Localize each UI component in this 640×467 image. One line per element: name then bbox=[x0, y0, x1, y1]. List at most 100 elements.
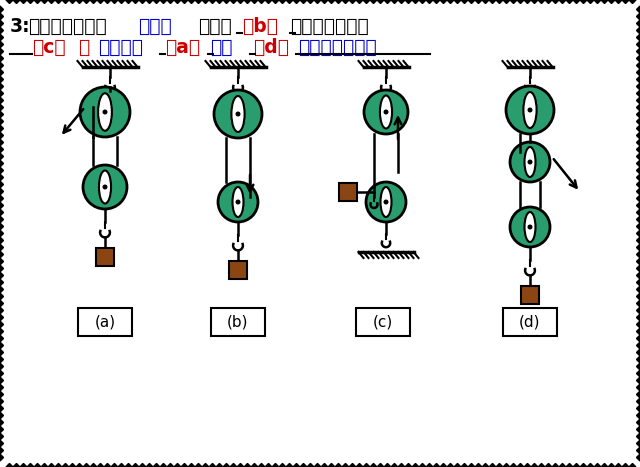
Text: 如图所示的四个: 如图所示的四个 bbox=[28, 16, 107, 35]
Polygon shape bbox=[139, 464, 146, 467]
Polygon shape bbox=[34, 464, 41, 467]
Polygon shape bbox=[55, 464, 62, 467]
Polygon shape bbox=[637, 181, 640, 188]
Polygon shape bbox=[97, 0, 104, 3]
Polygon shape bbox=[118, 0, 125, 3]
FancyBboxPatch shape bbox=[78, 308, 132, 336]
Polygon shape bbox=[0, 27, 3, 34]
Polygon shape bbox=[0, 286, 3, 293]
Polygon shape bbox=[202, 0, 209, 3]
Polygon shape bbox=[272, 464, 279, 467]
Polygon shape bbox=[370, 464, 377, 467]
Polygon shape bbox=[615, 0, 622, 3]
Polygon shape bbox=[622, 0, 629, 3]
Polygon shape bbox=[566, 0, 573, 3]
Polygon shape bbox=[637, 356, 640, 363]
Polygon shape bbox=[174, 0, 181, 3]
Circle shape bbox=[383, 109, 388, 114]
Polygon shape bbox=[496, 464, 503, 467]
Bar bbox=[339, 183, 357, 201]
Polygon shape bbox=[573, 0, 580, 3]
Bar bbox=[96, 248, 114, 266]
Polygon shape bbox=[0, 188, 3, 195]
Polygon shape bbox=[0, 139, 3, 146]
Text: 费力，图: 费力，图 bbox=[98, 37, 143, 57]
Polygon shape bbox=[209, 464, 216, 467]
Polygon shape bbox=[223, 464, 230, 467]
Polygon shape bbox=[76, 0, 83, 3]
Polygon shape bbox=[202, 464, 209, 467]
Polygon shape bbox=[279, 0, 286, 3]
Polygon shape bbox=[637, 216, 640, 223]
Polygon shape bbox=[622, 464, 629, 467]
Polygon shape bbox=[637, 412, 640, 419]
Polygon shape bbox=[300, 464, 307, 467]
Text: 可省一半力，图: 可省一半力，图 bbox=[290, 16, 369, 35]
FancyBboxPatch shape bbox=[356, 308, 410, 336]
Polygon shape bbox=[328, 464, 335, 467]
Polygon shape bbox=[188, 464, 195, 467]
Circle shape bbox=[83, 165, 127, 209]
Polygon shape bbox=[587, 464, 594, 467]
Polygon shape bbox=[0, 195, 3, 202]
Text: (d): (d) bbox=[519, 314, 541, 330]
Polygon shape bbox=[188, 0, 195, 3]
Polygon shape bbox=[0, 293, 3, 300]
Polygon shape bbox=[237, 464, 244, 467]
Polygon shape bbox=[251, 0, 258, 3]
Text: 和图: 和图 bbox=[210, 37, 232, 57]
Polygon shape bbox=[174, 464, 181, 467]
Polygon shape bbox=[195, 0, 202, 3]
Polygon shape bbox=[637, 41, 640, 48]
Polygon shape bbox=[637, 258, 640, 265]
Polygon shape bbox=[545, 0, 552, 3]
Polygon shape bbox=[637, 118, 640, 125]
Polygon shape bbox=[258, 464, 265, 467]
Polygon shape bbox=[0, 153, 3, 160]
Polygon shape bbox=[321, 464, 328, 467]
Polygon shape bbox=[125, 0, 132, 3]
Polygon shape bbox=[559, 0, 566, 3]
Polygon shape bbox=[0, 377, 3, 384]
Circle shape bbox=[383, 199, 388, 205]
Polygon shape bbox=[601, 464, 608, 467]
Polygon shape bbox=[6, 0, 13, 3]
Polygon shape bbox=[601, 0, 608, 3]
Polygon shape bbox=[0, 69, 3, 76]
Circle shape bbox=[364, 90, 408, 134]
Polygon shape bbox=[0, 433, 3, 440]
Circle shape bbox=[236, 199, 241, 205]
Polygon shape bbox=[637, 160, 640, 167]
Polygon shape bbox=[356, 0, 363, 3]
Polygon shape bbox=[637, 55, 640, 62]
Polygon shape bbox=[76, 464, 83, 467]
Polygon shape bbox=[447, 464, 454, 467]
Polygon shape bbox=[637, 272, 640, 279]
Polygon shape bbox=[69, 0, 76, 3]
Polygon shape bbox=[342, 464, 349, 467]
Polygon shape bbox=[419, 464, 426, 467]
Polygon shape bbox=[573, 464, 580, 467]
Polygon shape bbox=[0, 167, 3, 174]
Polygon shape bbox=[0, 454, 3, 461]
Ellipse shape bbox=[380, 95, 392, 128]
Polygon shape bbox=[637, 342, 640, 349]
Polygon shape bbox=[0, 62, 3, 69]
Polygon shape bbox=[0, 356, 3, 363]
Polygon shape bbox=[314, 464, 321, 467]
Polygon shape bbox=[0, 412, 3, 419]
Ellipse shape bbox=[525, 147, 536, 177]
Polygon shape bbox=[0, 209, 3, 216]
Text: 中，图: 中，图 bbox=[198, 16, 232, 35]
Polygon shape bbox=[391, 0, 398, 3]
Ellipse shape bbox=[525, 212, 536, 242]
Polygon shape bbox=[433, 464, 440, 467]
Polygon shape bbox=[503, 464, 510, 467]
Polygon shape bbox=[552, 0, 559, 3]
Polygon shape bbox=[489, 0, 496, 3]
Polygon shape bbox=[0, 223, 3, 230]
Polygon shape bbox=[637, 188, 640, 195]
Polygon shape bbox=[637, 447, 640, 454]
Polygon shape bbox=[0, 391, 3, 398]
Ellipse shape bbox=[99, 170, 111, 204]
